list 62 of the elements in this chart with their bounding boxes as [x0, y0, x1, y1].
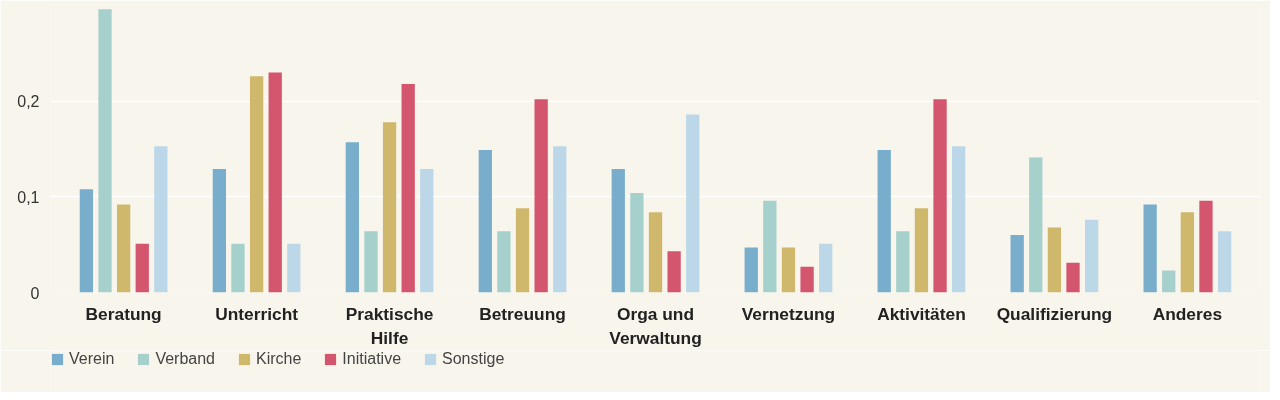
- bar: [611, 169, 625, 293]
- y-tick-label: 0: [30, 284, 40, 302]
- bar: [534, 99, 548, 293]
- x-tick-label: Vernetzung: [741, 303, 836, 324]
- bar: [268, 72, 282, 293]
- bar: [896, 231, 910, 293]
- bar: [1180, 212, 1195, 293]
- x-tick-label: Betreuung: [479, 303, 566, 324]
- y-tick-label: 0,2: [17, 93, 40, 111]
- x-tick-label: Unterricht: [215, 303, 299, 324]
- legend-label: Kirche: [255, 350, 302, 368]
- bar: [648, 212, 663, 293]
- bar: [877, 149, 891, 293]
- bar: [686, 114, 700, 293]
- bar: [630, 193, 644, 293]
- bar: [800, 266, 814, 293]
- bar: [914, 208, 929, 293]
- bar: [933, 99, 947, 293]
- bar: [135, 243, 149, 293]
- legend-label: Verband: [155, 350, 215, 368]
- bar: [667, 251, 681, 293]
- bar: [952, 146, 966, 293]
- bar: [401, 83, 415, 293]
- legend-label: Verein: [69, 350, 115, 368]
- x-tick-label: Beratung: [85, 303, 162, 324]
- bar: [116, 204, 131, 293]
- bar: [553, 146, 567, 293]
- bar: [1199, 200, 1213, 293]
- bar: [98, 9, 112, 293]
- bar: [345, 142, 359, 293]
- x-tick-label: Orga und Verwaltung: [609, 303, 702, 348]
- legend-label: Sonstige: [442, 350, 505, 368]
- bar: [1066, 262, 1080, 293]
- bar: [1143, 204, 1157, 293]
- x-tick-label: Anderes: [1152, 303, 1223, 324]
- x-tick-label: Praktische Hilfe: [345, 303, 434, 348]
- bar: [79, 189, 94, 293]
- bar: [1162, 270, 1176, 293]
- bar: [1047, 227, 1062, 293]
- bar: [287, 243, 301, 293]
- bar: [212, 169, 227, 293]
- bar: [420, 169, 434, 293]
- bar: [515, 208, 530, 293]
- bar: [497, 231, 511, 293]
- bar: [154, 146, 168, 293]
- bar: [1010, 235, 1024, 293]
- bar: [231, 243, 245, 293]
- x-tick-label: Qualifizierung: [996, 303, 1113, 324]
- bar: [1084, 219, 1099, 293]
- bar: [1029, 157, 1043, 293]
- bar: [478, 149, 492, 293]
- bar: [1217, 231, 1232, 293]
- bar: [781, 247, 796, 293]
- bar: [364, 231, 378, 293]
- bar: [249, 76, 264, 293]
- legend-label: Initiative: [342, 350, 402, 368]
- bar: [744, 247, 758, 293]
- x-tick-label: Aktivitäten: [877, 303, 966, 324]
- y-tick-label: 0,1: [17, 188, 40, 206]
- bar: [763, 200, 777, 293]
- bar: [819, 243, 833, 293]
- bar: [382, 122, 397, 293]
